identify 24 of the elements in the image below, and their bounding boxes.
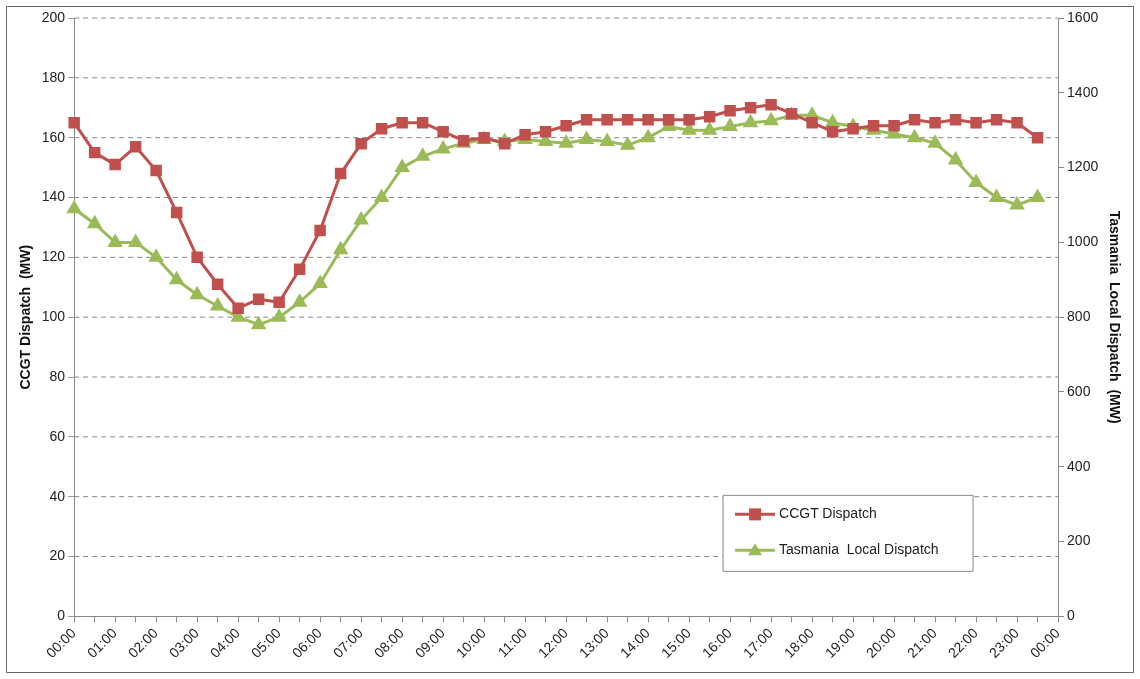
y-tick-label: 20 <box>49 547 66 564</box>
legend-label: Tasmania Local Dispatch <box>779 541 939 558</box>
y2-tick-label: 800 <box>1067 308 1091 325</box>
y-tick-label: 120 <box>41 248 66 265</box>
y-tick-label: 80 <box>49 367 66 384</box>
y-tick-label: 100 <box>41 308 66 325</box>
y-tick-label: 200 <box>41 8 66 25</box>
y-tick-label: 60 <box>49 427 66 444</box>
y2-tick-label: 1200 <box>1067 158 1099 175</box>
legend-label: CCGT Dispatch <box>779 505 877 522</box>
y2-tick-label: 600 <box>1067 382 1091 399</box>
y-tick-label: 160 <box>41 128 66 145</box>
y-tick-label: 40 <box>49 487 66 504</box>
y2-tick-label: 0 <box>1067 607 1076 624</box>
y-axis-title: CCGT Dispatch (MW) <box>17 244 34 390</box>
y-tick-label: 180 <box>41 68 66 85</box>
y2-tick-label: 200 <box>1067 532 1091 549</box>
y2-tick-label: 400 <box>1067 457 1091 474</box>
y2-tick-label: 1600 <box>1067 8 1099 25</box>
y-tick-label: 140 <box>41 188 66 205</box>
y-tick-label: 0 <box>57 607 66 624</box>
y2-tick-label: 1400 <box>1067 83 1099 100</box>
y2-tick-label: 1000 <box>1067 233 1099 250</box>
y2-axis-title: Tasmania Local Dispatch (MW) <box>1106 210 1123 424</box>
